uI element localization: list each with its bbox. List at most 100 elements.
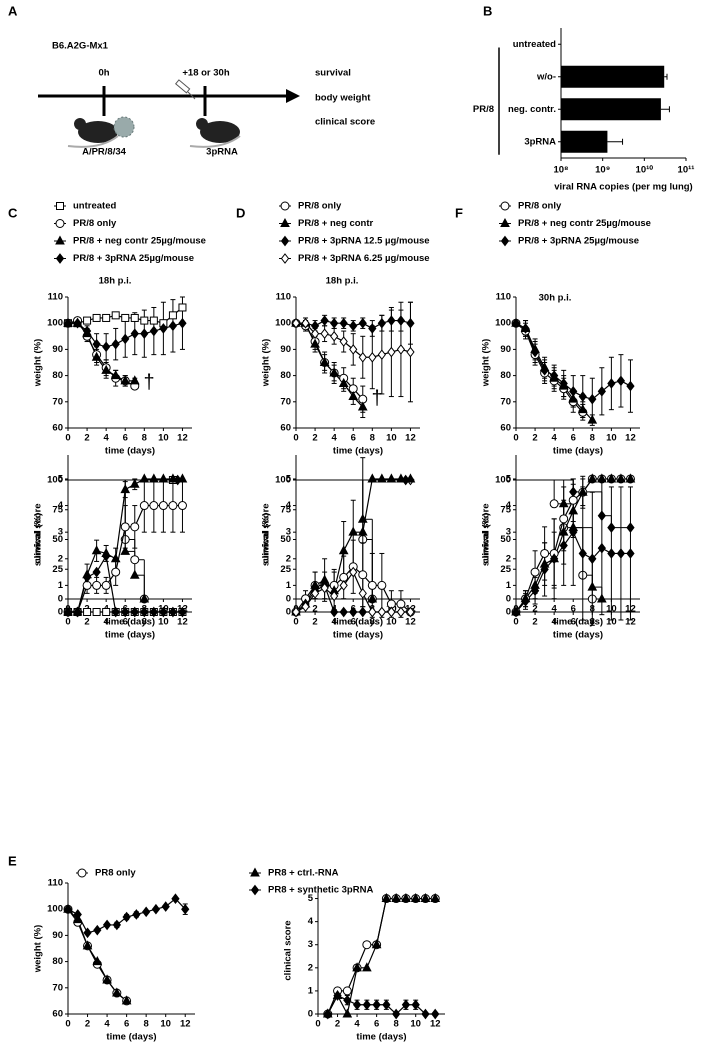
- marker: [357, 401, 368, 411]
- marker: [349, 606, 358, 618]
- marker: [396, 344, 406, 355]
- mouse-icon: [67, 118, 119, 148]
- marker: [102, 974, 112, 984]
- marker: [411, 999, 420, 1011]
- marker: [367, 580, 377, 590]
- x-tick-label: 0: [293, 433, 298, 444]
- legend-label: PR8 + synthetic 3pRNA: [268, 885, 373, 896]
- marker: [358, 351, 367, 363]
- x-tick-label: 10: [386, 617, 397, 628]
- marker: [102, 341, 111, 353]
- y-tick-label: 75: [280, 504, 291, 515]
- legend-marker: [280, 235, 290, 247]
- marker: [521, 596, 530, 607]
- x-tick-label: 2: [312, 617, 317, 628]
- y-tick-label: 60: [52, 423, 63, 434]
- marker: [578, 548, 587, 559]
- y-tick-label: 70: [280, 396, 291, 407]
- marker: [110, 370, 121, 380]
- marker: [91, 545, 102, 555]
- marker: [151, 903, 161, 915]
- y-tick-label: 80: [280, 370, 291, 381]
- x-tick-label: 6: [124, 1019, 129, 1030]
- x-axis-label: time (days): [105, 630, 155, 641]
- marker: [362, 962, 372, 972]
- marker: [73, 606, 82, 618]
- marker: [102, 608, 111, 616]
- marker: [139, 501, 149, 511]
- marker: [92, 338, 101, 350]
- marker: [159, 323, 168, 334]
- marker: [616, 473, 626, 483]
- marker: [339, 336, 348, 347]
- x-tick-label: 8: [370, 617, 375, 628]
- marker: [559, 378, 568, 389]
- marker: [530, 585, 540, 597]
- legend-marker: [500, 201, 510, 211]
- y-tick-label: 0: [286, 594, 291, 605]
- marker: [149, 316, 158, 325]
- marker: [63, 903, 73, 915]
- y-tick-label: 100: [47, 475, 63, 486]
- marker: [132, 909, 141, 920]
- x-tick-label: 10: [158, 433, 169, 444]
- marker: [420, 892, 431, 903]
- marker: [140, 316, 149, 325]
- marker: [178, 317, 187, 329]
- marker: [387, 315, 396, 326]
- marker: [625, 473, 636, 483]
- marker: [550, 370, 559, 381]
- y-tick-label: 0: [308, 1009, 313, 1020]
- x-tick-label: 4: [332, 617, 338, 628]
- marker: [358, 606, 367, 618]
- x-tick-label: 2: [312, 604, 317, 615]
- x-tick-label: 2: [85, 1019, 90, 1030]
- marker: [140, 606, 149, 618]
- marker: [82, 572, 92, 583]
- y-tick-label: 70: [500, 396, 511, 407]
- marker: [83, 316, 92, 325]
- marker: [63, 606, 73, 618]
- y-tick-label: 3: [286, 527, 291, 538]
- y-tick-label: 50: [52, 534, 63, 545]
- marker: [362, 999, 371, 1011]
- legend-marker: [280, 217, 290, 227]
- x-tick-label: 2: [532, 604, 537, 615]
- y-tick-label: 60: [52, 1009, 63, 1020]
- marker: [171, 893, 180, 905]
- marker: [301, 317, 310, 329]
- y-tick-label: 80: [52, 956, 63, 967]
- marker: [587, 414, 598, 424]
- marker: [377, 473, 387, 483]
- y-axis-label: weight (%): [33, 925, 44, 974]
- marker: [149, 325, 158, 337]
- marker: [348, 526, 359, 536]
- y-axis-label: survival (%): [481, 513, 492, 566]
- marker: [121, 333, 130, 345]
- marker: [588, 393, 597, 405]
- mouse-icon: [189, 118, 241, 148]
- x-tick-label: 6: [571, 617, 576, 628]
- marker: [626, 380, 635, 392]
- marker: [406, 606, 415, 618]
- syringe-icon: [175, 79, 196, 100]
- legend-marker: [280, 253, 290, 264]
- y-tick-label: 0: [286, 607, 291, 618]
- marker: [129, 569, 140, 579]
- y-tick-label: 1: [286, 580, 292, 591]
- x-tick-label: 4: [552, 604, 558, 615]
- marker: [91, 351, 102, 361]
- marker: [339, 317, 348, 329]
- y-tick-label: 80: [500, 370, 511, 381]
- marker: [129, 375, 140, 385]
- readout: clinical score: [315, 117, 375, 128]
- marker: [73, 317, 82, 329]
- y-tick-label: 4: [506, 500, 512, 511]
- x-axis-label: time (days): [553, 617, 603, 628]
- x-tick-label: 2: [84, 433, 89, 444]
- x-tick-label: 6: [351, 617, 356, 628]
- y-tick-label: 70: [52, 982, 63, 993]
- y-tick-label: 25: [52, 564, 63, 575]
- marker: [168, 501, 178, 511]
- marker: [386, 473, 397, 483]
